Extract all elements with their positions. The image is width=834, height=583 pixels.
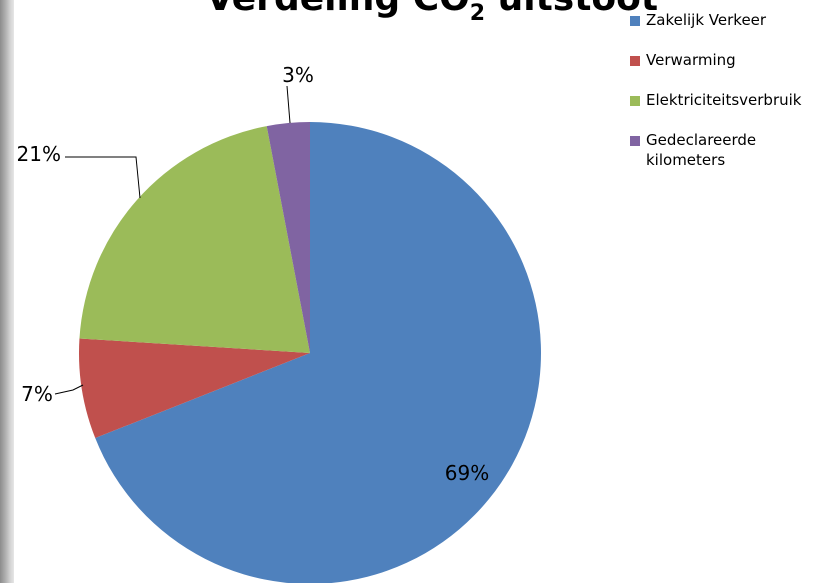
legend-label-elektriciteitsverbruik: Elektriciteitsverbruik xyxy=(646,91,802,109)
chart-title-main: Verdeling CO xyxy=(206,0,470,19)
legend-swatch-verwarming xyxy=(630,56,640,66)
data-label-zakelijk-verkeer: 69% xyxy=(445,461,489,485)
window-left-border xyxy=(0,0,14,583)
legend-item-elektriciteitsverbruik: Elektriciteitsverbruik xyxy=(630,90,834,110)
pie-slice-gedeclareerde-kilometers xyxy=(266,122,310,353)
data-label-elektriciteitsverbruik: 21% xyxy=(17,142,61,166)
leader-line-verwarming xyxy=(54,384,84,395)
legend-label-gedeclareerde-kilometers: Gedeclareerde kilometers xyxy=(646,131,757,169)
legend: Zakelijk Verkeer Verwarming Elektricitei… xyxy=(630,10,834,190)
leader-lines xyxy=(54,85,291,395)
data-labels: 69% 7% 21% 3% xyxy=(17,63,490,485)
legend-label-verwarming: Verwarming xyxy=(646,51,736,69)
chart-title: Verdeling CO2 uitstoot xyxy=(206,0,658,26)
legend-item-gedeclareerde-kilometers: Gedeclareerde kilometers xyxy=(630,130,834,170)
chart-title-rest: uitstoot xyxy=(485,0,658,19)
chart-title-subscript: 2 xyxy=(470,1,485,26)
data-label-verwarming: 7% xyxy=(21,382,53,406)
legend-label-zakelijk-verkeer: Zakelijk Verkeer xyxy=(646,11,767,29)
pie-slice-verwarming xyxy=(79,338,310,439)
legend-item-zakelijk-verkeer: Zakelijk Verkeer xyxy=(630,10,834,30)
leader-line-elektriciteitsverbruik xyxy=(65,156,141,199)
pie-slice-elektriciteitsverbruik xyxy=(79,126,311,353)
leader-line-gedeclareerde-kilometers xyxy=(286,85,291,124)
legend-swatch-gedeclareerde-kilometers xyxy=(630,136,640,146)
pie-slices xyxy=(79,122,541,583)
legend-item-verwarming: Verwarming xyxy=(630,50,834,70)
legend-swatch-elektriciteitsverbruik xyxy=(630,96,640,106)
pie-slice-zakelijk-verkeer xyxy=(95,122,541,583)
legend-swatch-zakelijk-verkeer xyxy=(630,16,640,26)
data-label-gedeclareerde-kilometers: 3% xyxy=(282,63,314,87)
